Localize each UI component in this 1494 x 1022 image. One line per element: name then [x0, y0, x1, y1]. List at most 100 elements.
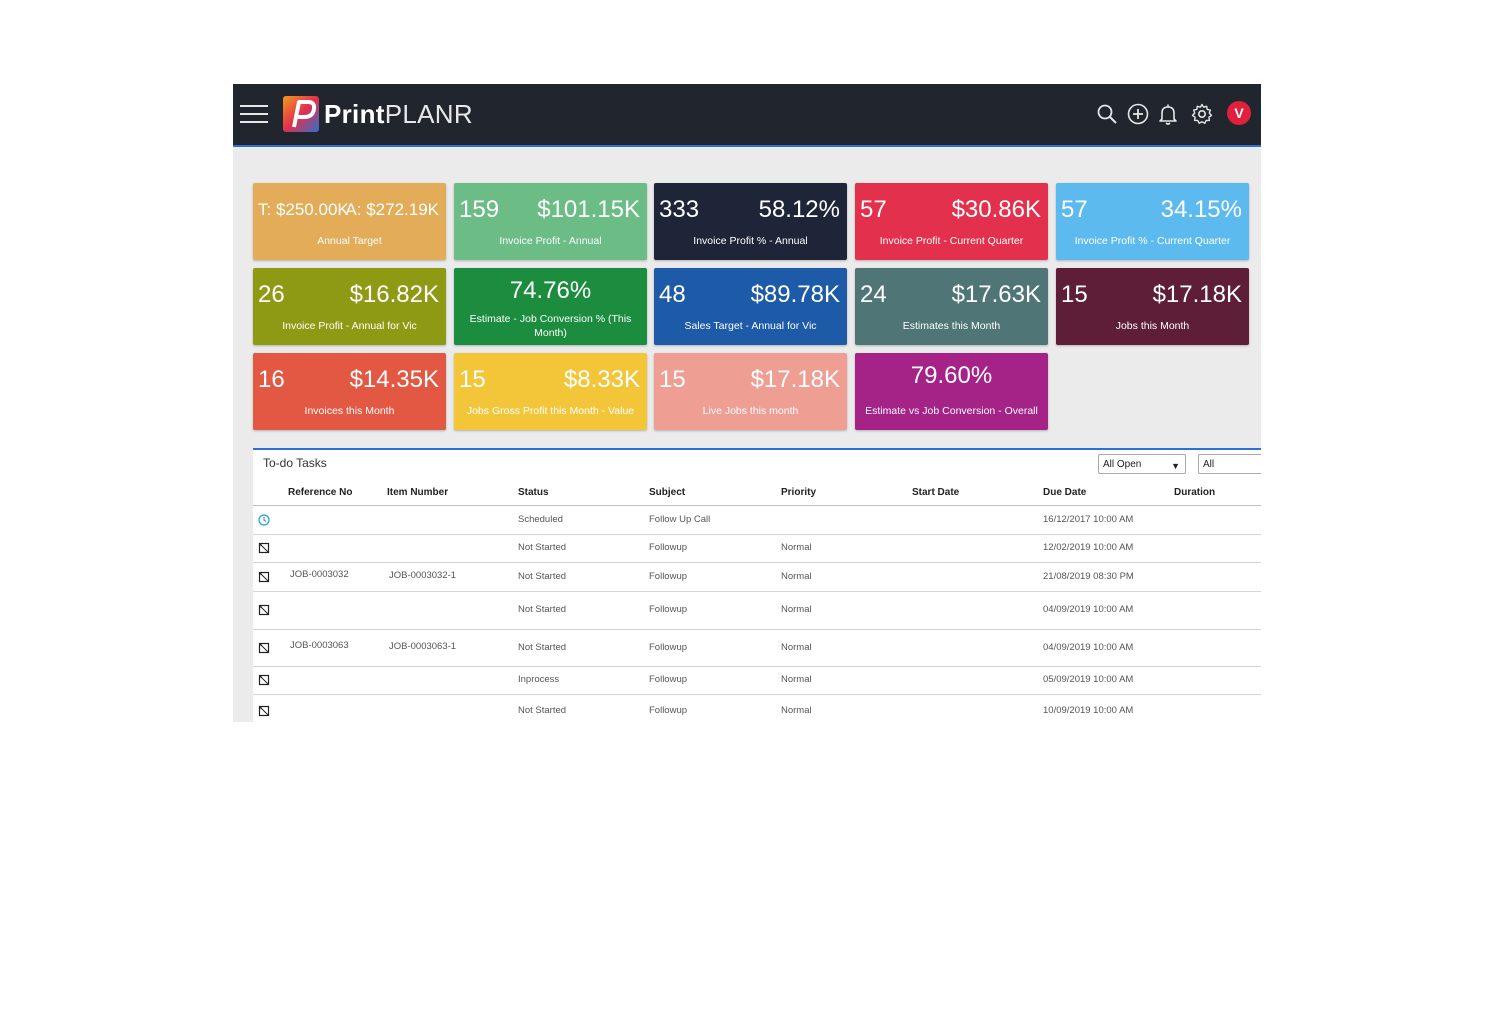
kpi-tile[interactable]: 57 34.15% Invoice Profit % - Current Quart…: [1056, 183, 1249, 260]
cell-status: Scheduled: [518, 514, 563, 525]
column-header[interactable]: Item Number: [387, 487, 449, 498]
cell-subject: Followup: [649, 642, 688, 653]
column-header[interactable]: Reference No: [288, 487, 353, 498]
status-filter-value: All Open: [1103, 459, 1142, 470]
gear-icon[interactable]: [1190, 102, 1214, 126]
logo-mark-icon: [283, 96, 319, 132]
task-icon[interactable]: [258, 642, 270, 654]
kpi-tile[interactable]: 15 $17.18K Jobs this Month: [1056, 268, 1249, 345]
kpi-label: Invoice Profit % - Current Quarter: [1074, 235, 1231, 247]
kpi-label: Invoice Profit - Annual for Vic: [282, 320, 417, 332]
cell-subject: Followup: [649, 705, 688, 716]
kpi-label: Jobs this Month: [1115, 320, 1190, 332]
clock-icon[interactable]: [258, 514, 270, 526]
kpi-label: Live Jobs this month: [702, 405, 799, 417]
cell-ref: JOB-0003063: [290, 640, 349, 651]
kpi-count: T: $250.00K: [258, 200, 349, 219]
todo-tasks-title: To-do Tasks: [263, 456, 327, 470]
cell-due: 16/12/2017 10:00 AM: [1043, 514, 1134, 525]
kpi-tile[interactable]: 26 $16.82K Invoice Profit - Annual for Vic: [253, 268, 446, 345]
kpi-value: 58.12%: [758, 196, 840, 223]
kpi-label: Jobs Gross Profit this Month - Value: [466, 405, 635, 417]
column-header[interactable]: Priority: [781, 487, 817, 498]
table-row[interactable]: Scheduled Follow Up Call 16/12/2017 10:00 …: [253, 506, 1261, 535]
kpi-count: 57: [1061, 196, 1088, 223]
table-row[interactable]: JOB-0003032 JOB-0003032-1 Not Started Follo…: [253, 562, 1261, 592]
kpi-label: Invoice Profit % - Annual: [693, 235, 808, 247]
cell-due: 04/09/2019 10:00 AM: [1043, 604, 1134, 615]
header-divider: [253, 505, 1261, 506]
kpi-count: 15: [659, 366, 686, 393]
kpi-count: 15: [459, 366, 486, 393]
table-row[interactable]: JOB-0003063 JOB-0003063-1 Not Started Follo…: [253, 629, 1261, 667]
cell-priority: Normal: [781, 642, 812, 653]
kpi-tile[interactable]: 57 $30.86K Invoice Profit - Current Quarte…: [855, 183, 1048, 260]
bell-icon[interactable]: [1156, 102, 1180, 126]
column-header[interactable]: Subject: [649, 487, 686, 498]
table-row[interactable]: Not Started Followup Normal 04/09/2019 10:0…: [253, 591, 1261, 630]
kpi-value: $17.18K: [750, 366, 840, 393]
kpi-tile[interactable]: 74.76% Estimate - Job Conversion % (This …: [454, 268, 647, 345]
table-row[interactable]: Not Started Followup Normal 12/02/2019 10:0…: [253, 534, 1261, 563]
kpi-tile[interactable]: 48 $89.78K Sales Target - Annual for Vic: [654, 268, 847, 345]
kpi-value: $16.82K: [349, 281, 439, 308]
task-icon[interactable]: [258, 705, 270, 717]
kpi-value: $17.18K: [1152, 281, 1242, 308]
kpi-tile[interactable]: 79.60% Estimate vs Job Conversion - Overa…: [855, 353, 1048, 430]
kpi-value: $8.33K: [563, 366, 640, 393]
kpi-tile[interactable]: T: $250.00K A: $272.19K Annual Target: [253, 183, 446, 260]
kpi-value: $14.35K: [349, 366, 439, 393]
kpi-value: $89.78K: [750, 281, 840, 308]
status-filter-select[interactable]: All Open ▼: [1098, 454, 1186, 474]
kpi-count: 24: [860, 281, 887, 308]
search-icon[interactable]: [1095, 102, 1119, 126]
kpi-count: 333: [659, 196, 700, 223]
kpi-tile[interactable]: 15 $17.18K Live Jobs this month: [654, 353, 847, 430]
cell-subject: Followup: [649, 571, 688, 582]
kpi-value: A: $272.19K: [345, 200, 439, 219]
cell-subject: Follow Up Call: [649, 514, 711, 525]
column-header[interactable]: Due Date: [1043, 487, 1087, 498]
cell-status: Inprocess: [518, 674, 560, 685]
kpi-value: $101.15K: [537, 196, 640, 223]
cell-subject: Followup: [649, 674, 688, 685]
kpi-count: 26: [258, 281, 285, 308]
cell-item: JOB-0003032-1: [389, 570, 457, 581]
menu-icon[interactable]: [240, 103, 268, 125]
cell-priority: Normal: [781, 571, 812, 582]
task-icon[interactable]: [258, 604, 270, 616]
task-icon[interactable]: [258, 542, 270, 554]
owner-filter-value: All: [1203, 459, 1215, 470]
user-avatar[interactable]: V: [1227, 101, 1251, 125]
table-row[interactable]: Not Started Followup Normal 10/09/2019 10:0…: [253, 694, 1261, 722]
column-header[interactable]: Status: [518, 487, 549, 498]
kpi-count: 57: [860, 196, 887, 223]
add-circle-icon[interactable]: [1126, 102, 1150, 126]
kpi-tile[interactable]: 333 58.12% Invoice Profit % - Annual: [654, 183, 847, 260]
task-icon[interactable]: [258, 571, 270, 583]
table-row[interactable]: Inprocess Followup Normal 05/09/2019 10:00 …: [253, 666, 1261, 695]
kpi-tile[interactable]: 159 $101.15K Invoice Profit - Annual: [454, 183, 647, 260]
task-icon[interactable]: [258, 674, 270, 686]
kpi-tile[interactable]: 24 $17.63K Estimates this Month: [855, 268, 1048, 345]
owner-filter-select[interactable]: All: [1198, 454, 1261, 474]
column-header[interactable]: Duration: [1174, 487, 1216, 498]
cell-priority: Normal: [781, 705, 812, 716]
kpi-tile[interactable]: 16 $14.35K Invoices this Month: [253, 353, 446, 430]
cell-subject: Followup: [649, 542, 688, 553]
kpi-label: Sales Target - Annual for Vic: [684, 320, 817, 332]
kpi-label: Estimates this Month: [902, 320, 1001, 332]
app-window: PrintPLANR V T: $250.00K A: $272.19K Annua…: [233, 84, 1261, 722]
cell-subject: Followup: [649, 604, 688, 615]
kpi-value: 34.15%: [1160, 196, 1242, 223]
kpi-count: 159: [459, 196, 500, 223]
kpi-count: 16: [258, 366, 285, 393]
kpi-label: Estimate vs Job Conversion - Overall: [865, 405, 1038, 417]
kpi-tile[interactable]: 15 $8.33K Jobs Gross Profit this Month - V…: [454, 353, 647, 430]
column-header[interactable]: Start Date: [912, 487, 960, 498]
todo-tasks-panel: To-do Tasks All Open ▼ All Reference No I…: [253, 448, 1261, 722]
cell-due: 12/02/2019 10:00 AM: [1043, 542, 1134, 553]
cell-status: Not Started: [518, 604, 567, 615]
app-logo[interactable]: PrintPLANR: [283, 95, 473, 133]
cell-ref: JOB-0003032: [290, 569, 349, 580]
